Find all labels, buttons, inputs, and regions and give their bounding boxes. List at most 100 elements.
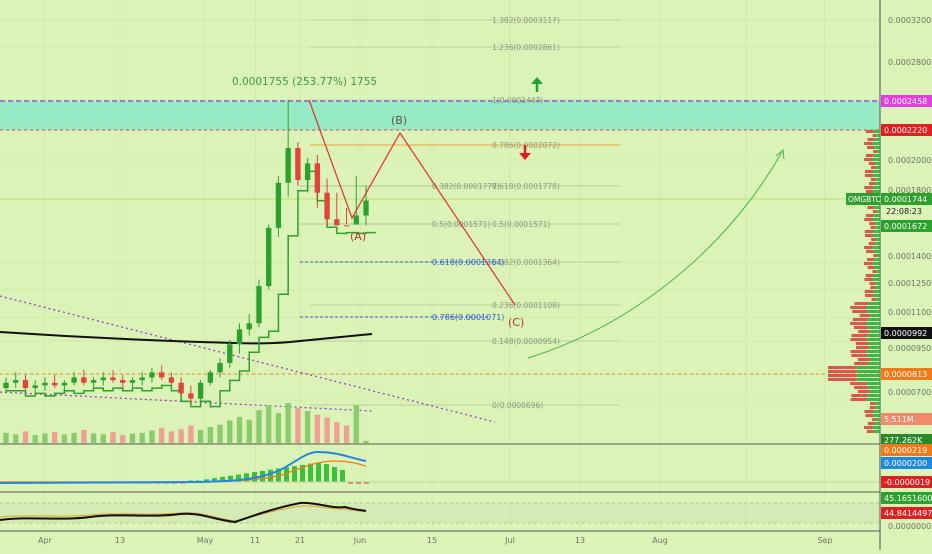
macd-price-label: -0.0000019 (881, 476, 932, 488)
profile-bar (868, 302, 880, 305)
profile-bar (865, 190, 874, 193)
fib-left-label: 0.382(0.0001777) (432, 182, 500, 191)
profile-bar (866, 382, 880, 385)
green-step-line (6, 170, 376, 408)
macd-bar (332, 467, 337, 482)
profile-bar (869, 406, 876, 409)
profile-bar (870, 330, 880, 333)
macd-price-label: 0.0000219 (881, 444, 932, 456)
profile-bar (875, 226, 880, 229)
profile-bar (850, 306, 867, 309)
time-tick-label: Aug (652, 536, 668, 545)
profile-bar (864, 262, 873, 265)
macd-pane (0, 450, 880, 484)
fib-right-label: 0.5(0.0001571) (492, 220, 550, 229)
profile-bar (874, 422, 880, 425)
rsi-line (0, 501, 367, 524)
profile-bar (873, 190, 880, 193)
price-tick-label: 0.0002800 (888, 58, 931, 67)
volume-bar (324, 417, 330, 443)
up-arrow-icon (531, 77, 543, 92)
candle (304, 157, 311, 193)
volume-bar (343, 425, 350, 443)
candle (207, 370, 213, 386)
time-tick-label: Sep (817, 536, 832, 545)
profile-bar (856, 366, 880, 369)
profile-bar (870, 402, 876, 405)
volume-bar (304, 411, 311, 443)
volume-bar (178, 429, 184, 443)
profile-bar (858, 330, 871, 333)
profile-bar (872, 186, 880, 189)
volume-bar (207, 427, 213, 443)
rsi-band (0, 503, 880, 523)
candle (227, 339, 233, 368)
profile-bar (874, 430, 880, 433)
fib-left-label: 0.786(0.0001071) (432, 313, 504, 322)
volume-bar (3, 432, 9, 443)
profile-bar (866, 322, 880, 325)
macd-bar (308, 463, 313, 482)
profile-bar (873, 130, 880, 133)
profile-bar (876, 254, 880, 257)
profile-bar (850, 350, 867, 353)
profile-bar (867, 258, 875, 261)
volume-bar (334, 421, 340, 443)
profile-bar (857, 390, 871, 393)
profile-bar (876, 418, 880, 421)
macd-bar (356, 482, 361, 484)
profile-bar (874, 146, 880, 149)
profile-bar (866, 398, 880, 401)
fib-right-label: 1(0.0002447) (492, 96, 543, 105)
profile-bar (854, 302, 869, 305)
profile-bar (872, 410, 880, 413)
projection-curve (527, 151, 783, 359)
candle (110, 370, 116, 383)
profile-bar (868, 162, 875, 165)
candle (178, 377, 184, 396)
profile-bar (872, 134, 877, 137)
gain-annotation: 0.0001755 (253.77%) 1755 (232, 76, 377, 88)
candle (314, 155, 321, 208)
profile-bar (828, 366, 857, 369)
profile-bar (864, 246, 873, 249)
profile-bar (865, 294, 874, 297)
profile-bar (876, 150, 880, 153)
profile-bar (875, 406, 880, 409)
fib-extension-lines: 1.382(0.0003117) 1.236(0.0002861) 1(0.0002… (310, 16, 620, 410)
profile-bar (867, 334, 880, 337)
profile-bar (871, 166, 876, 169)
candle (236, 323, 243, 354)
price-tick-label: 0.0001800 (888, 186, 931, 195)
profile-bar (867, 318, 880, 321)
macd-bar (204, 479, 209, 482)
svg-text:0.0001672: 0.0001672 (884, 222, 927, 231)
volume-bar (42, 433, 48, 443)
candle (71, 372, 77, 386)
wave-label-b: (B) (391, 114, 407, 127)
candle (32, 380, 38, 396)
fib-right-label: 1.382(0.0003117) (492, 16, 560, 25)
candle (51, 374, 58, 389)
svg-text:0.0002220: 0.0002220 (884, 126, 927, 135)
macd-price-label: 0.0000200 (881, 457, 932, 469)
profile-bar (870, 358, 880, 361)
profile-bar (851, 394, 868, 397)
profile-bar (864, 142, 873, 145)
volume-bar (129, 433, 136, 443)
candle (266, 224, 272, 290)
price-tick-label: 0.0001250 (888, 279, 931, 288)
profile-bar (828, 378, 857, 381)
macd-bar (292, 466, 297, 482)
macd-bar (324, 464, 329, 482)
candle (3, 377, 9, 394)
profile-bar (864, 158, 873, 161)
profile-bar (876, 270, 880, 273)
profile-bar (868, 326, 880, 329)
macd-bar (284, 467, 289, 482)
price-label: 0.0002220 (881, 124, 932, 136)
profile-bar (875, 286, 880, 289)
profile-bar (854, 386, 869, 389)
profile-bar (851, 334, 868, 337)
